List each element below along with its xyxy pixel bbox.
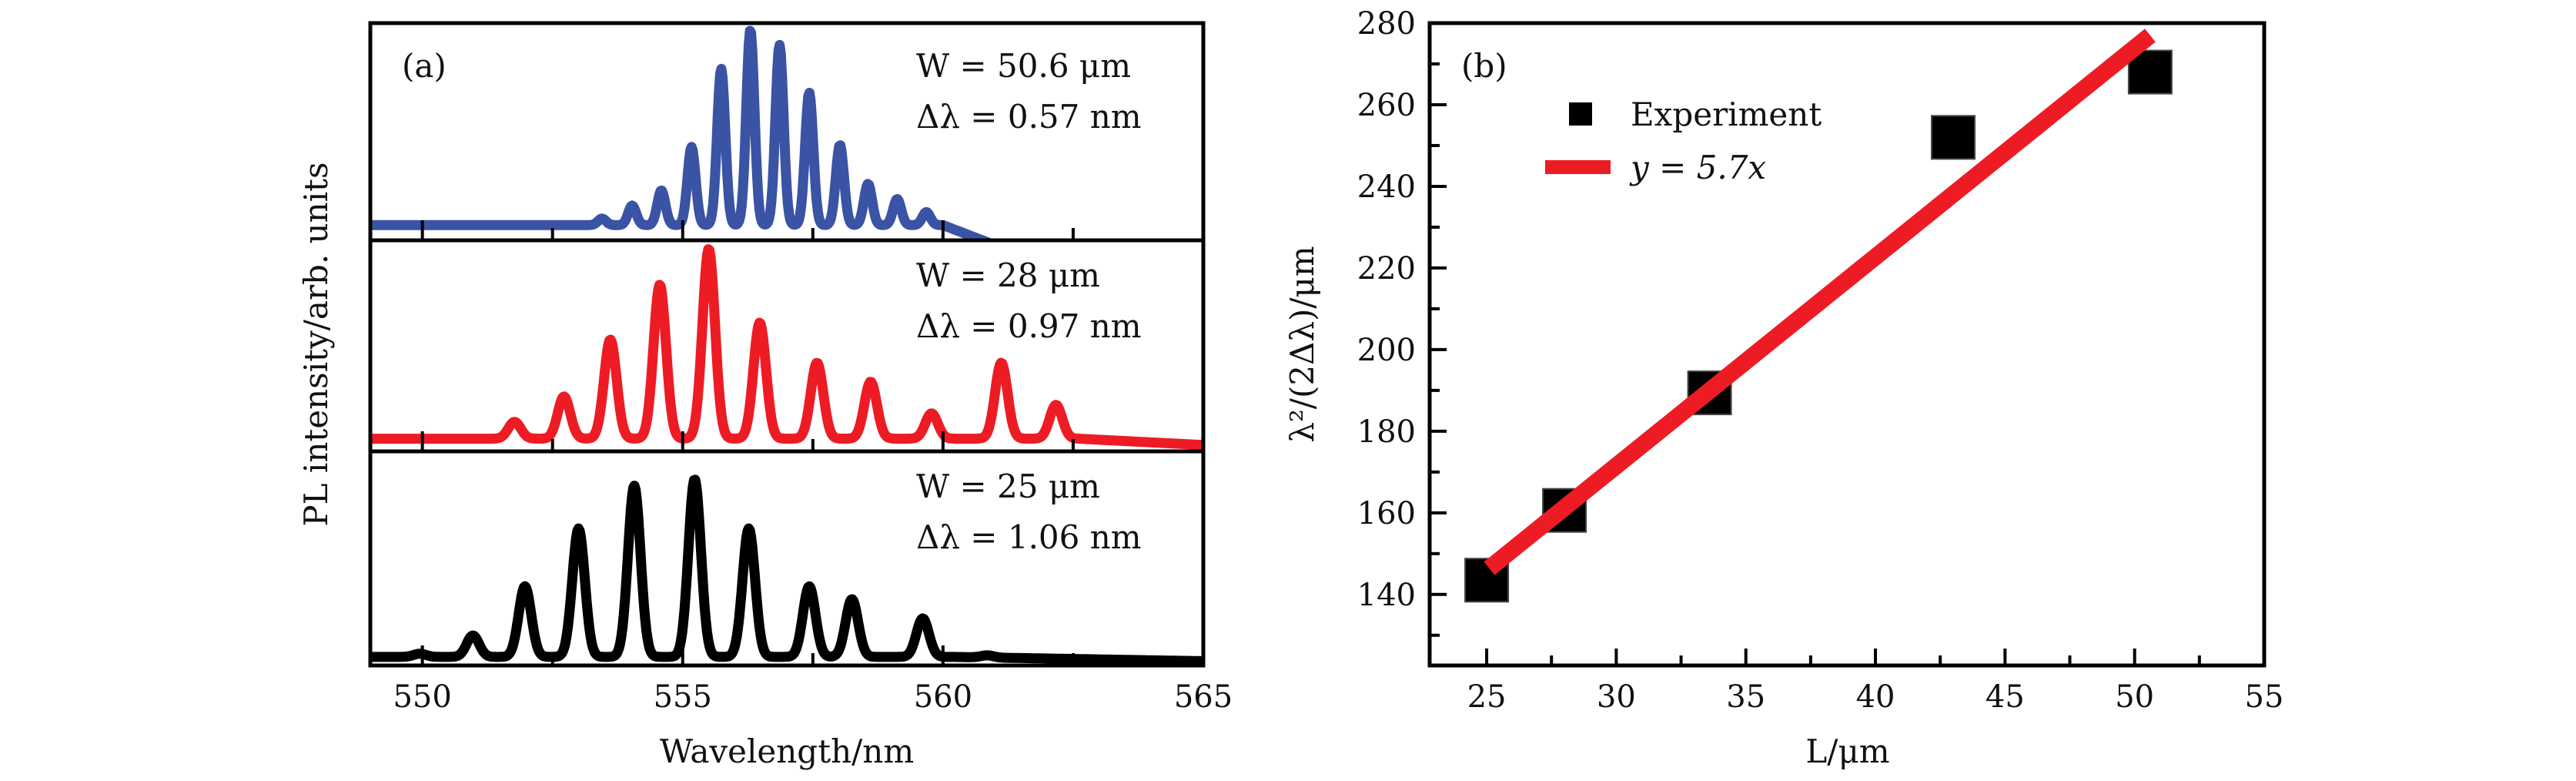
panel-b-x-tick-label: 25 — [1467, 679, 1507, 715]
panel-a-y-axis-label: PL intensity/arb. units — [297, 162, 335, 526]
legend-experiment-marker — [1569, 102, 1592, 126]
panel-b-x-axis-label: L/μm — [1805, 732, 1889, 770]
panel-b-scatter: 25 30 35 40 45 50 55 140 160 180 200 220 240 260 280 (… — [1283, 6, 2283, 770]
panel-a-spectra: 550 555 560 565 (a) W = 50.6 μm Δλ = 0.57 n… — [297, 21, 1233, 770]
panel-b-y-tick-label: 180 — [1357, 414, 1416, 450]
panel-b-label: (b) — [1461, 47, 1507, 85]
experiment-point — [1464, 558, 1510, 603]
annot-dl-0-97: Δλ = 0.97 nm — [916, 307, 1142, 345]
panel-a-x-tick-label: 555 — [654, 679, 712, 715]
panel-a-label: (a) — [402, 47, 447, 85]
experiment-point — [1931, 115, 1976, 160]
annot-dl-1-06: Δλ = 1.06 nm — [916, 518, 1142, 556]
panel-b-y-tick-label: 280 — [1357, 6, 1416, 42]
panel-a-x-tick-label: 560 — [914, 679, 972, 715]
legend-experiment-label: Experiment — [1631, 96, 1822, 133]
panel-b-y-axis-label: λ²/(2Δλ)/μm — [1283, 246, 1321, 442]
fit-line — [1484, 28, 2156, 575]
legend: Experiment y = 5.7x — [1545, 96, 1822, 186]
panel-b-y-tick-label: 220 — [1357, 251, 1416, 287]
panel-b-ticks: 25 30 35 40 45 50 55 140 160 180 200 220 240 260 280 — [1357, 6, 2284, 715]
annot-w-25: W = 25 μm — [916, 468, 1100, 505]
panel-b-x-tick-label: 30 — [1597, 679, 1636, 715]
spectrum-3 — [370, 474, 1203, 665]
spectrum-1 — [370, 25, 997, 240]
panel-b-x-tick-label: 55 — [2245, 679, 2284, 715]
panel-a-curves — [370, 25, 1203, 665]
panel-a-x-tick-label: 550 — [393, 679, 451, 715]
panel-b-y-tick-label: 200 — [1357, 333, 1416, 368]
legend-fit-swatch — [1545, 160, 1611, 174]
spectrum-2 — [370, 244, 1203, 451]
panel-b-marks — [1464, 28, 2173, 603]
annot-w-50-6: W = 50.6 μm — [916, 47, 1131, 85]
panel-a-x-axis-label: Wavelength/nm — [660, 732, 914, 770]
panel-b-y-tick-label: 260 — [1357, 88, 1416, 123]
annot-dl-0-57: Δλ = 0.57 nm — [916, 98, 1142, 136]
legend-fit-label: y = 5.7x — [1629, 149, 1766, 186]
panel-b-y-tick-label: 240 — [1357, 169, 1416, 205]
panel-a-frame — [368, 21, 1206, 668]
panel-b-x-tick-label: 40 — [1856, 679, 1895, 715]
panel-a-x-tick-label: 565 — [1174, 679, 1233, 715]
panel-b-y-tick-label: 160 — [1357, 496, 1416, 531]
panel-b-x-tick-label: 45 — [1986, 679, 2025, 715]
panel-a-ticks: 550 555 560 565 — [393, 220, 1233, 715]
panel-b-x-tick-label: 35 — [1726, 679, 1765, 715]
panel-b-y-tick-label: 140 — [1357, 578, 1416, 613]
annot-w-28: W = 28 μm — [916, 256, 1100, 294]
panel-b-frame — [1427, 21, 2267, 668]
panel-b-x-tick-label: 50 — [2115, 679, 2154, 715]
